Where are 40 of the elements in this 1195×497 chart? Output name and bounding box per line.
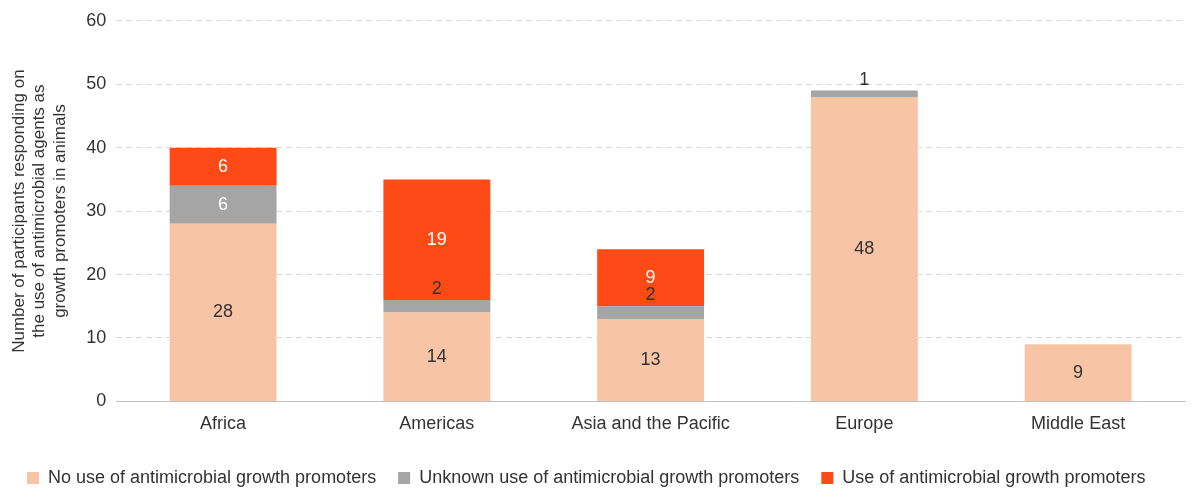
legend-label: Unknown use of antimicrobial growth promoters — [419, 466, 800, 487]
data-label: 1 — [859, 68, 870, 89]
y-tick-label: 40 — [86, 136, 107, 157]
x-tick-label: Europe — [835, 413, 894, 434]
legend-label: No use of antimicrobial growth promoters — [48, 466, 377, 487]
data-label: 13 — [640, 348, 661, 369]
bar — [383, 312, 491, 401]
y-tick-label: 30 — [86, 200, 107, 221]
y-tick-label: 20 — [86, 263, 107, 284]
bar — [169, 223, 277, 401]
x-tick-label: Middle East — [1031, 413, 1126, 434]
y-axis-title: Number of participants responding on the use of antimicrobial agents as growth promoters in animals — [8, 69, 69, 353]
x-tick-label: Asia and the Pacific — [571, 413, 730, 434]
data-label: 19 — [426, 228, 447, 249]
bar — [1024, 344, 1132, 401]
y-tick-label: 0 — [96, 390, 107, 411]
data-label: 2 — [431, 277, 442, 298]
bar — [169, 147, 277, 186]
bar — [597, 318, 705, 401]
x-tick-label: Africa — [200, 413, 248, 434]
y-tick-label: 50 — [86, 73, 107, 94]
data-label: 28 — [213, 301, 234, 322]
data-label: 48 — [854, 237, 875, 258]
bar — [597, 249, 705, 307]
bar — [169, 185, 277, 224]
legend-label: Use of antimicrobial growth promoters — [842, 466, 1146, 487]
bar — [597, 306, 705, 319]
data-label: 2 — [645, 284, 656, 305]
bar — [383, 299, 491, 313]
y-tick-label: 10 — [86, 326, 107, 347]
y-tick-label: 60 — [86, 9, 107, 30]
bar — [383, 179, 491, 300]
data-label: 14 — [426, 345, 447, 366]
bar — [810, 90, 918, 97]
data-label: 9 — [1073, 361, 1084, 382]
data-label: 6 — [218, 155, 229, 176]
x-tick-label: Americas — [399, 413, 475, 434]
data-label: 9 — [645, 266, 656, 287]
bar — [810, 96, 918, 401]
data-label: 6 — [218, 193, 229, 214]
